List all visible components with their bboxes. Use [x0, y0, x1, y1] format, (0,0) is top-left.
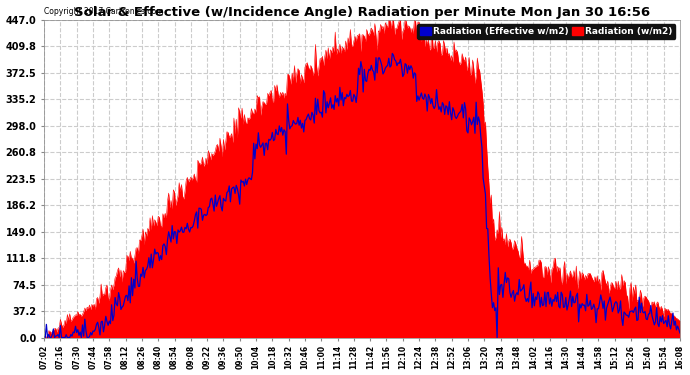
Text: Copyright 2017 Cartronics.com: Copyright 2017 Cartronics.com — [44, 7, 164, 16]
Title: Solar & Effective (w/Incidence Angle) Radiation per Minute Mon Jan 30 16:56: Solar & Effective (w/Incidence Angle) Ra… — [74, 6, 650, 18]
Legend: Radiation (Effective w/m2), Radiation (w/m2): Radiation (Effective w/m2), Radiation (w… — [417, 24, 676, 39]
